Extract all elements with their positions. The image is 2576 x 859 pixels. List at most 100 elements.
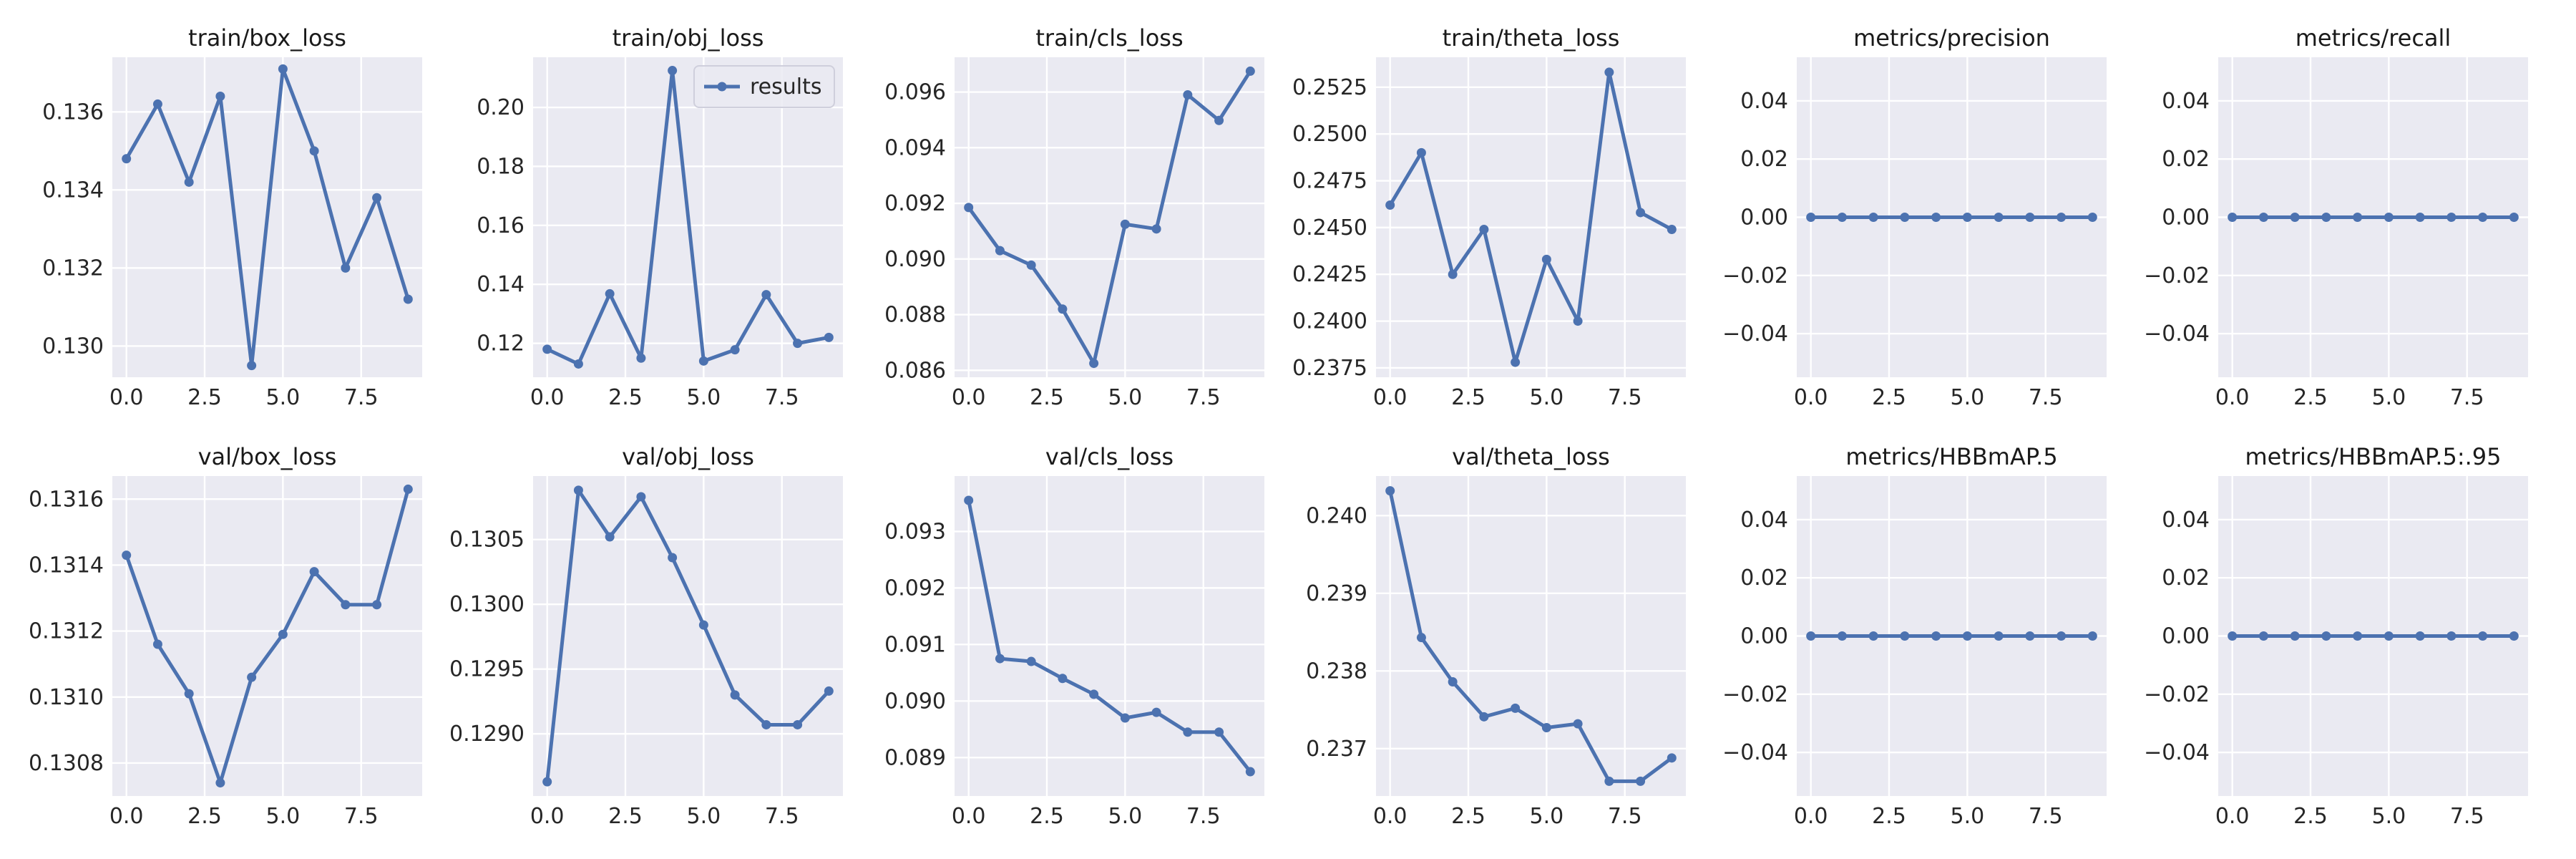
data-point: [2228, 213, 2238, 222]
data-point: [2478, 631, 2488, 641]
data-point: [1994, 213, 2004, 222]
data-point: [964, 495, 974, 505]
y-tick-label: 0.2450: [1292, 215, 1367, 241]
y-tick-label: 0.090: [884, 689, 946, 714]
y-tick-label: 0.093: [884, 519, 946, 544]
x-tick-label: 0.0: [952, 385, 986, 410]
data-point: [247, 672, 257, 682]
data-point: [2258, 213, 2268, 222]
data-point: [278, 629, 288, 639]
data-point: [2228, 631, 2238, 641]
subplot-9: 0.0 2.5 5.0 7.5 0.089 0.090 0.091 0.092 0.093 val…: [884, 443, 1264, 829]
data-point: [2087, 213, 2097, 222]
subplot-5: 0.0 2.5 5.0 7.5 −0.04 −0.02 0.00 0.02 0.04 metric…: [1722, 24, 2107, 410]
x-tick-label: 2.5: [2293, 385, 2328, 410]
y-tick-label: 0.090: [884, 247, 946, 272]
plot-area: [533, 476, 843, 796]
data-point: [1541, 723, 1551, 733]
y-tick-label: −0.02: [1722, 682, 1788, 707]
x-tick-label: 0.0: [2215, 804, 2250, 829]
data-point: [668, 553, 678, 563]
x-tick-label: 7.5: [765, 385, 799, 410]
data-point: [1962, 631, 1972, 641]
data-point: [2353, 631, 2363, 641]
subplot-title: val/obj_loss: [622, 443, 754, 470]
data-point: [1385, 200, 1395, 210]
legend: results: [693, 65, 835, 108]
y-tick-label: 0.1308: [29, 751, 104, 776]
data-point: [2321, 631, 2331, 641]
y-tick-label: 0.1300: [449, 592, 525, 617]
subplot-11: 0.0 2.5 5.0 7.5 −0.04 −0.02 0.00 0.02 0.04 metric…: [1722, 443, 2107, 829]
data-point: [542, 777, 552, 787]
x-tick-label: 5.0: [1951, 804, 1985, 829]
y-tick-label: −0.02: [1722, 263, 1788, 288]
x-tick-label: 7.5: [1186, 385, 1221, 410]
y-tick-label: 0.2425: [1292, 262, 1367, 287]
x-tick-label: 5.0: [2372, 385, 2406, 410]
y-tick-label: 0.2375: [1292, 356, 1367, 381]
data-point: [698, 356, 708, 366]
data-point: [1151, 224, 1161, 234]
x-tick-label: 0.0: [530, 804, 565, 829]
x-tick-label: 7.5: [344, 385, 379, 410]
data-point: [793, 719, 803, 729]
x-tick-label: 7.5: [2029, 385, 2063, 410]
y-tick-label: 0.02: [2162, 566, 2210, 591]
data-point: [341, 600, 351, 610]
y-tick-label: 0.1295: [449, 657, 525, 682]
y-tick-label: −0.04: [2144, 321, 2210, 346]
data-point: [1511, 357, 1521, 367]
x-tick-label: 2.5: [1451, 804, 1485, 829]
data-point: [1214, 115, 1224, 125]
y-tick-label: 0.2525: [1292, 75, 1367, 100]
x-tick-label: 2.5: [187, 804, 222, 829]
data-point: [1058, 674, 1068, 684]
data-point: [1511, 703, 1521, 713]
data-point: [1931, 631, 1941, 641]
data-point: [1667, 224, 1677, 234]
data-point: [2025, 213, 2035, 222]
subplot-1: 0.0 2.5 5.0 7.5 0.130 0.132 0.134 0.136 train/bo…: [42, 24, 422, 410]
y-tick-label: −0.04: [1722, 740, 1788, 765]
data-point: [2057, 631, 2067, 641]
data-point: [309, 567, 319, 577]
data-point: [2057, 213, 2067, 222]
x-tick-label: 2.5: [608, 804, 643, 829]
y-tick-label: 0.00: [1740, 624, 1788, 649]
y-tick-label: 0.16: [477, 213, 525, 238]
x-tick-label: 2.5: [1030, 804, 1064, 829]
y-tick-label: 0.02: [2162, 147, 2210, 172]
data-point: [1385, 486, 1395, 496]
data-point: [1962, 213, 1972, 222]
y-tick-label: 0.00: [2162, 205, 2210, 230]
data-point: [2025, 631, 2035, 641]
series-line: [545, 488, 831, 784]
data-point: [309, 146, 319, 156]
subplot-title: val/theta_loss: [1452, 443, 1610, 470]
x-tick-label: 2.5: [2293, 804, 2328, 829]
y-tick-label: −0.04: [2144, 740, 2210, 765]
series-line: [967, 498, 1252, 774]
data-point: [698, 620, 708, 630]
data-point: [1541, 254, 1551, 264]
x-tick-label: 7.5: [1186, 804, 1221, 829]
subplot-10: 0.0 2.5 5.0 7.5 0.237 0.238 0.239 0.240 val/thet…: [1306, 443, 1686, 829]
y-tick-label: −0.02: [2144, 682, 2210, 707]
x-tick-label: 0.0: [530, 385, 565, 410]
x-tick-label: 0.0: [109, 804, 144, 829]
legend-marker: [717, 82, 727, 92]
subplot-title: val/box_loss: [198, 443, 337, 470]
data-point: [184, 689, 194, 699]
y-tick-label: 0.240: [1306, 503, 1367, 528]
x-tick-label: 2.5: [187, 385, 222, 410]
x-tick-label: 2.5: [1451, 385, 1485, 410]
data-point: [2509, 631, 2519, 641]
plot-area: [112, 476, 422, 796]
x-tick-label: 5.0: [687, 804, 721, 829]
x-tick-label: 0.0: [2215, 385, 2250, 410]
data-point: [1058, 304, 1068, 314]
y-tick-label: 0.136: [42, 100, 104, 125]
y-tick-label: 0.20: [477, 95, 525, 120]
